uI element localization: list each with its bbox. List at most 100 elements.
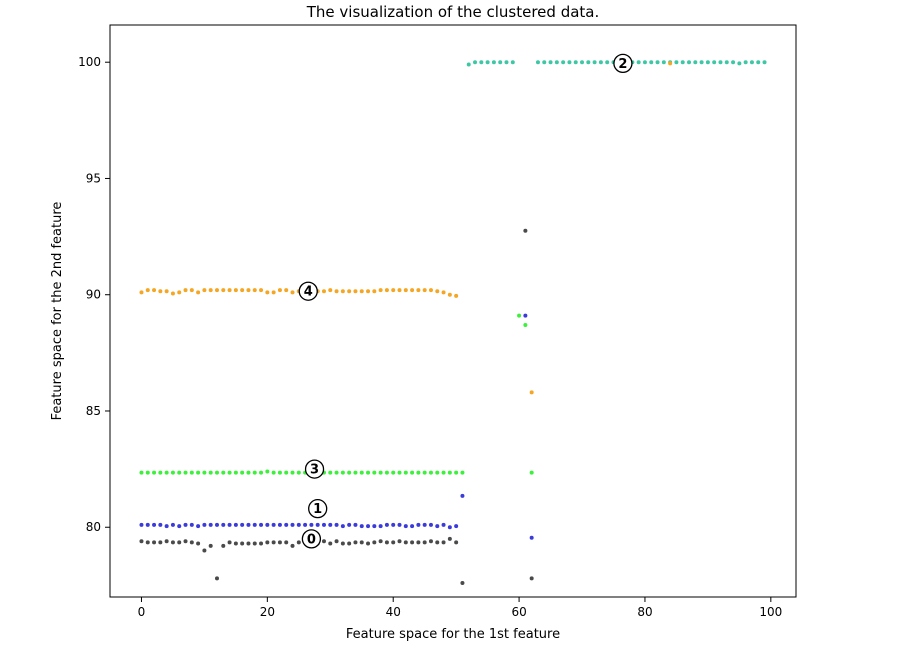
data-point-cluster-4 — [668, 61, 673, 66]
centroid-marker-2: 2 — [613, 53, 633, 74]
data-point-cluster-2 — [705, 60, 710, 65]
data-point-cluster-3 — [145, 470, 150, 475]
data-point-cluster-0 — [334, 539, 339, 544]
data-point-cluster-3 — [271, 470, 276, 475]
centroid-circle — [304, 459, 325, 479]
data-point-cluster-2 — [724, 60, 729, 65]
data-point-cluster-0 — [428, 539, 433, 544]
data-point-cluster-0 — [284, 540, 289, 545]
data-point-cluster-4 — [227, 288, 232, 293]
data-point-cluster-3 — [422, 470, 427, 475]
data-point-cluster-1 — [271, 522, 276, 527]
data-point-cluster-3 — [347, 470, 352, 475]
data-point-cluster-1 — [208, 522, 213, 527]
data-point-cluster-0 — [359, 540, 364, 545]
centroid-label: 3 — [310, 463, 319, 478]
data-point-cluster-1 — [372, 524, 377, 529]
data-point-cluster-4 — [208, 288, 213, 293]
data-point-cluster-4 — [221, 288, 226, 293]
data-point-cluster-1 — [196, 524, 201, 529]
centroid-circle — [298, 281, 318, 301]
data-point-cluster-0 — [384, 540, 389, 545]
data-point-cluster-3 — [208, 470, 213, 475]
data-point-cluster-1 — [158, 522, 163, 527]
y-tick-label: 80 — [86, 520, 101, 534]
data-point-cluster-1 — [460, 493, 465, 498]
data-point-cluster-2 — [504, 60, 509, 65]
data-point-cluster-0 — [202, 548, 207, 553]
data-point-cluster-3 — [372, 470, 377, 475]
data-point-cluster-3 — [328, 470, 333, 475]
data-point-cluster-0 — [214, 576, 219, 581]
data-point-cluster-1 — [221, 522, 226, 527]
data-point-cluster-4 — [240, 288, 245, 293]
data-point-cluster-3 — [397, 470, 402, 475]
data-point-cluster-0 — [227, 540, 232, 545]
data-point-cluster-0 — [196, 541, 201, 546]
data-point-cluster-4 — [422, 288, 427, 293]
data-point-cluster-2 — [605, 60, 610, 65]
data-point-cluster-3 — [523, 322, 528, 327]
y-tick-label: 90 — [86, 288, 101, 302]
data-point-cluster-4 — [284, 288, 289, 293]
data-point-cluster-0 — [170, 540, 175, 545]
data-point-cluster-1 — [523, 313, 528, 318]
centroid-marker-1: 1 — [308, 498, 328, 519]
data-point-cluster-0 — [221, 543, 226, 548]
data-point-cluster-0 — [347, 541, 352, 546]
data-point-cluster-1 — [170, 522, 175, 527]
data-point-cluster-3 — [384, 470, 389, 475]
data-point-cluster-0 — [529, 576, 534, 581]
data-point-cluster-2 — [661, 60, 666, 65]
y-tick-label: 95 — [86, 171, 101, 185]
data-point-cluster-1 — [422, 522, 427, 527]
data-point-cluster-0 — [378, 539, 383, 544]
data-point-cluster-2 — [491, 60, 496, 65]
centroid-circle — [308, 498, 328, 519]
data-point-cluster-1 — [152, 522, 157, 527]
data-point-cluster-2 — [687, 60, 692, 65]
data-point-cluster-4 — [359, 289, 364, 294]
data-point-cluster-4 — [290, 290, 295, 295]
data-point-cluster-3 — [265, 469, 270, 474]
data-point-cluster-0 — [435, 540, 440, 545]
data-point-cluster-2 — [718, 60, 723, 65]
data-point-cluster-4 — [145, 288, 150, 293]
data-point-cluster-4 — [139, 290, 144, 295]
data-point-cluster-4 — [441, 290, 446, 295]
data-point-cluster-2 — [636, 60, 641, 65]
data-point-cluster-4 — [265, 290, 270, 295]
data-point-cluster-0 — [152, 540, 157, 545]
data-point-cluster-4 — [170, 291, 175, 296]
data-point-cluster-2 — [554, 60, 559, 65]
centroid-circle — [301, 529, 322, 549]
data-point-cluster-0 — [277, 540, 282, 545]
data-point-cluster-0 — [183, 539, 188, 544]
data-point-cluster-1 — [214, 522, 219, 527]
data-point-cluster-1 — [391, 522, 396, 527]
data-point-cluster-0 — [233, 541, 238, 546]
data-point-cluster-2 — [473, 60, 478, 65]
data-point-cluster-0 — [366, 541, 371, 546]
data-point-cluster-3 — [177, 470, 182, 475]
data-point-cluster-3 — [410, 470, 415, 475]
data-point-cluster-2 — [649, 60, 654, 65]
data-point-cluster-4 — [334, 289, 339, 294]
data-point-cluster-3 — [517, 313, 522, 318]
data-point-cluster-1 — [366, 524, 371, 529]
data-point-cluster-1 — [403, 524, 408, 529]
data-point-cluster-3 — [353, 470, 358, 475]
data-point-cluster-2 — [674, 60, 679, 65]
data-point-cluster-0 — [441, 540, 446, 545]
data-point-cluster-4 — [372, 289, 377, 294]
data-point-cluster-3 — [202, 470, 207, 475]
data-point-cluster-3 — [366, 470, 371, 475]
data-point-cluster-2 — [642, 60, 647, 65]
data-point-cluster-0 — [397, 539, 402, 544]
data-point-cluster-4 — [340, 289, 345, 294]
data-point-cluster-3 — [240, 470, 245, 475]
data-point-cluster-4 — [233, 288, 238, 293]
data-point-cluster-3 — [227, 470, 232, 475]
